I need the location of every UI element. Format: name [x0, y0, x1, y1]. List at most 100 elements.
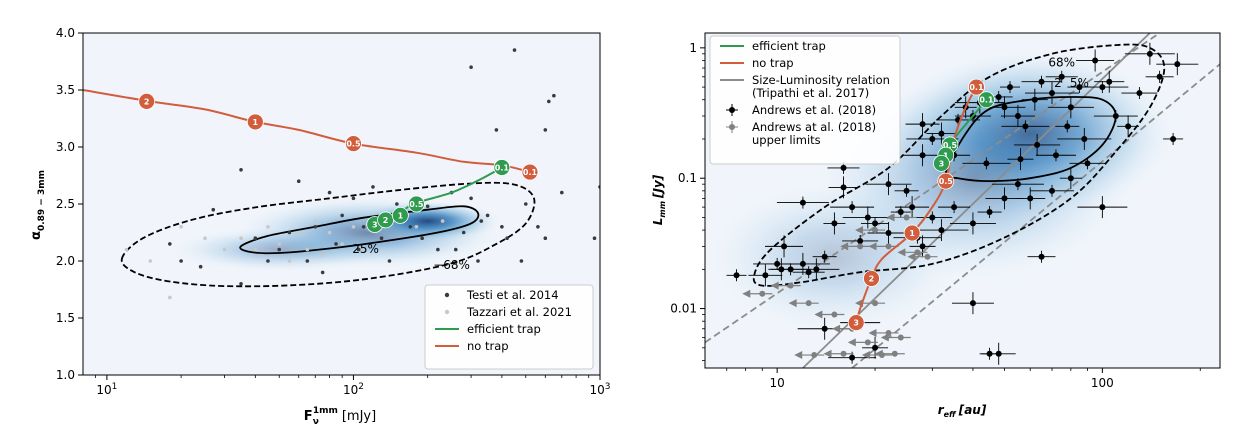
legend-label: Tazzari et al. 2021 — [466, 305, 572, 319]
point-marker — [831, 312, 837, 318]
point-marker — [813, 266, 819, 272]
legend-label: Size-Luminosity relation — [752, 73, 890, 87]
legend-label: efficient trap — [752, 39, 826, 53]
point-testi-et-al-2014 — [239, 168, 243, 172]
point-marker — [1039, 254, 1045, 260]
point-testi-et-al-2014 — [454, 248, 458, 252]
marker-efficient-trap-0-1: 0.1 — [978, 92, 994, 108]
left-legend: Testi et al. 2014Tazzari et al. 2021effi… — [425, 285, 593, 369]
legend-label-line2: upper limits — [752, 133, 821, 147]
contour-label-68: 68% — [1048, 55, 1075, 69]
marker-label: 2 — [383, 216, 389, 225]
point-marker — [1125, 123, 1131, 129]
point-marker — [1174, 61, 1180, 67]
point-tazzari-et-al-2021 — [179, 225, 183, 229]
point-testi-et-al-2014 — [328, 191, 332, 195]
point-testi-et-al-2014 — [552, 94, 556, 98]
point-marker — [898, 334, 904, 340]
point-marker — [1017, 156, 1023, 162]
point-marker — [841, 165, 847, 171]
point-marker — [996, 94, 1002, 100]
point-marker — [1049, 188, 1055, 194]
point-marker — [849, 204, 855, 210]
point-marker — [1099, 204, 1105, 210]
point-testi-et-al-2014 — [352, 197, 356, 201]
point-marker — [1039, 79, 1045, 85]
point-marker — [929, 214, 935, 220]
point-marker — [806, 269, 812, 275]
point-testi-et-al-2014 — [462, 231, 466, 235]
point-testi-et-al-2014 — [479, 219, 483, 223]
point-testi-et-al-2014 — [436, 248, 440, 252]
marker-efficient-trap-0-1: 0.1 — [494, 160, 510, 176]
point-marker — [1007, 84, 1013, 90]
point-marker — [857, 243, 863, 249]
left-x-ticks: 101 102 103 — [96, 375, 611, 397]
point-testi-et-al-2014 — [362, 225, 366, 229]
point-marker — [1170, 136, 1176, 142]
point-marker — [983, 160, 989, 166]
point-marker — [1032, 97, 1038, 103]
point-marker — [822, 326, 828, 332]
point-marker — [886, 243, 892, 249]
point-marker — [849, 355, 855, 361]
point-testi-et-al-2014 — [593, 236, 597, 240]
point-marker — [831, 220, 837, 226]
point-testi-et-al-2014 — [168, 242, 172, 246]
legend-swatch — [729, 107, 735, 113]
marker-label: 0.5 — [346, 140, 361, 149]
marker-efficient-trap-3: 3 — [933, 155, 949, 171]
point-testi-et-al-2014 — [547, 100, 551, 104]
right-y-ticks: 0.010.11 — [670, 41, 705, 361]
point-testi-et-al-2014 — [306, 259, 310, 263]
marker-label: 0.1 — [979, 96, 994, 105]
point-testi-et-al-2014 — [544, 236, 548, 240]
left-x-axis-label: Fν1mm [mJy] — [304, 406, 376, 427]
point-marker — [781, 243, 787, 249]
marker-label: 3 — [853, 319, 859, 328]
marker-label: 0.1 — [969, 83, 984, 92]
point-marker — [872, 345, 878, 351]
legend-label: Testi et al. 2014 — [466, 288, 559, 302]
x-tick-label: 10 — [770, 376, 785, 390]
contour-label-2: 2 — [1054, 76, 1062, 90]
marker-label: 1 — [909, 229, 915, 238]
point-tazzari-et-al-2021 — [352, 225, 356, 229]
y-tick-label: 2.0 — [56, 254, 75, 268]
point-testi-et-al-2014 — [288, 231, 292, 235]
point-testi-et-al-2014 — [476, 259, 480, 263]
point-marker — [1147, 51, 1153, 57]
point-marker — [857, 238, 863, 244]
point-marker — [970, 220, 976, 226]
y-tick-label: 3.5 — [56, 83, 75, 97]
point-testi-et-al-2014 — [536, 225, 540, 229]
point-marker — [865, 214, 871, 220]
point-marker — [925, 254, 931, 260]
point-marker — [1099, 84, 1105, 90]
point-testi-et-al-2014 — [544, 128, 548, 132]
point-testi-et-al-2014 — [505, 236, 509, 240]
point-marker — [811, 352, 817, 358]
point-tazzari-et-al-2021 — [321, 254, 325, 258]
legend-swatch — [445, 293, 449, 297]
point-marker — [996, 351, 1002, 357]
point-marker — [1049, 90, 1055, 96]
point-tazzari-et-al-2021 — [306, 248, 310, 252]
point-marker — [1001, 104, 1007, 110]
point-tazzari-et-al-2021 — [239, 236, 243, 240]
marker-label: 0.5 — [409, 200, 424, 209]
contour-label-5: 5% — [1070, 76, 1089, 90]
point-marker — [788, 283, 794, 289]
y-tick-label: 3.0 — [56, 140, 75, 154]
marker-efficient-trap-0-5: 0.5 — [408, 196, 424, 212]
y-tick-label: 1 — [689, 41, 697, 55]
marker-no-trap-0-1: 0.1 — [522, 164, 538, 180]
x-tick-label: 103 — [589, 382, 610, 397]
point-marker — [886, 181, 892, 187]
point-tazzari-et-al-2021 — [328, 231, 332, 235]
point-marker — [1064, 123, 1070, 129]
point-testi-et-al-2014 — [513, 48, 517, 52]
point-marker — [904, 214, 910, 220]
point-marker — [806, 300, 812, 306]
point-tazzari-et-al-2021 — [203, 236, 207, 240]
